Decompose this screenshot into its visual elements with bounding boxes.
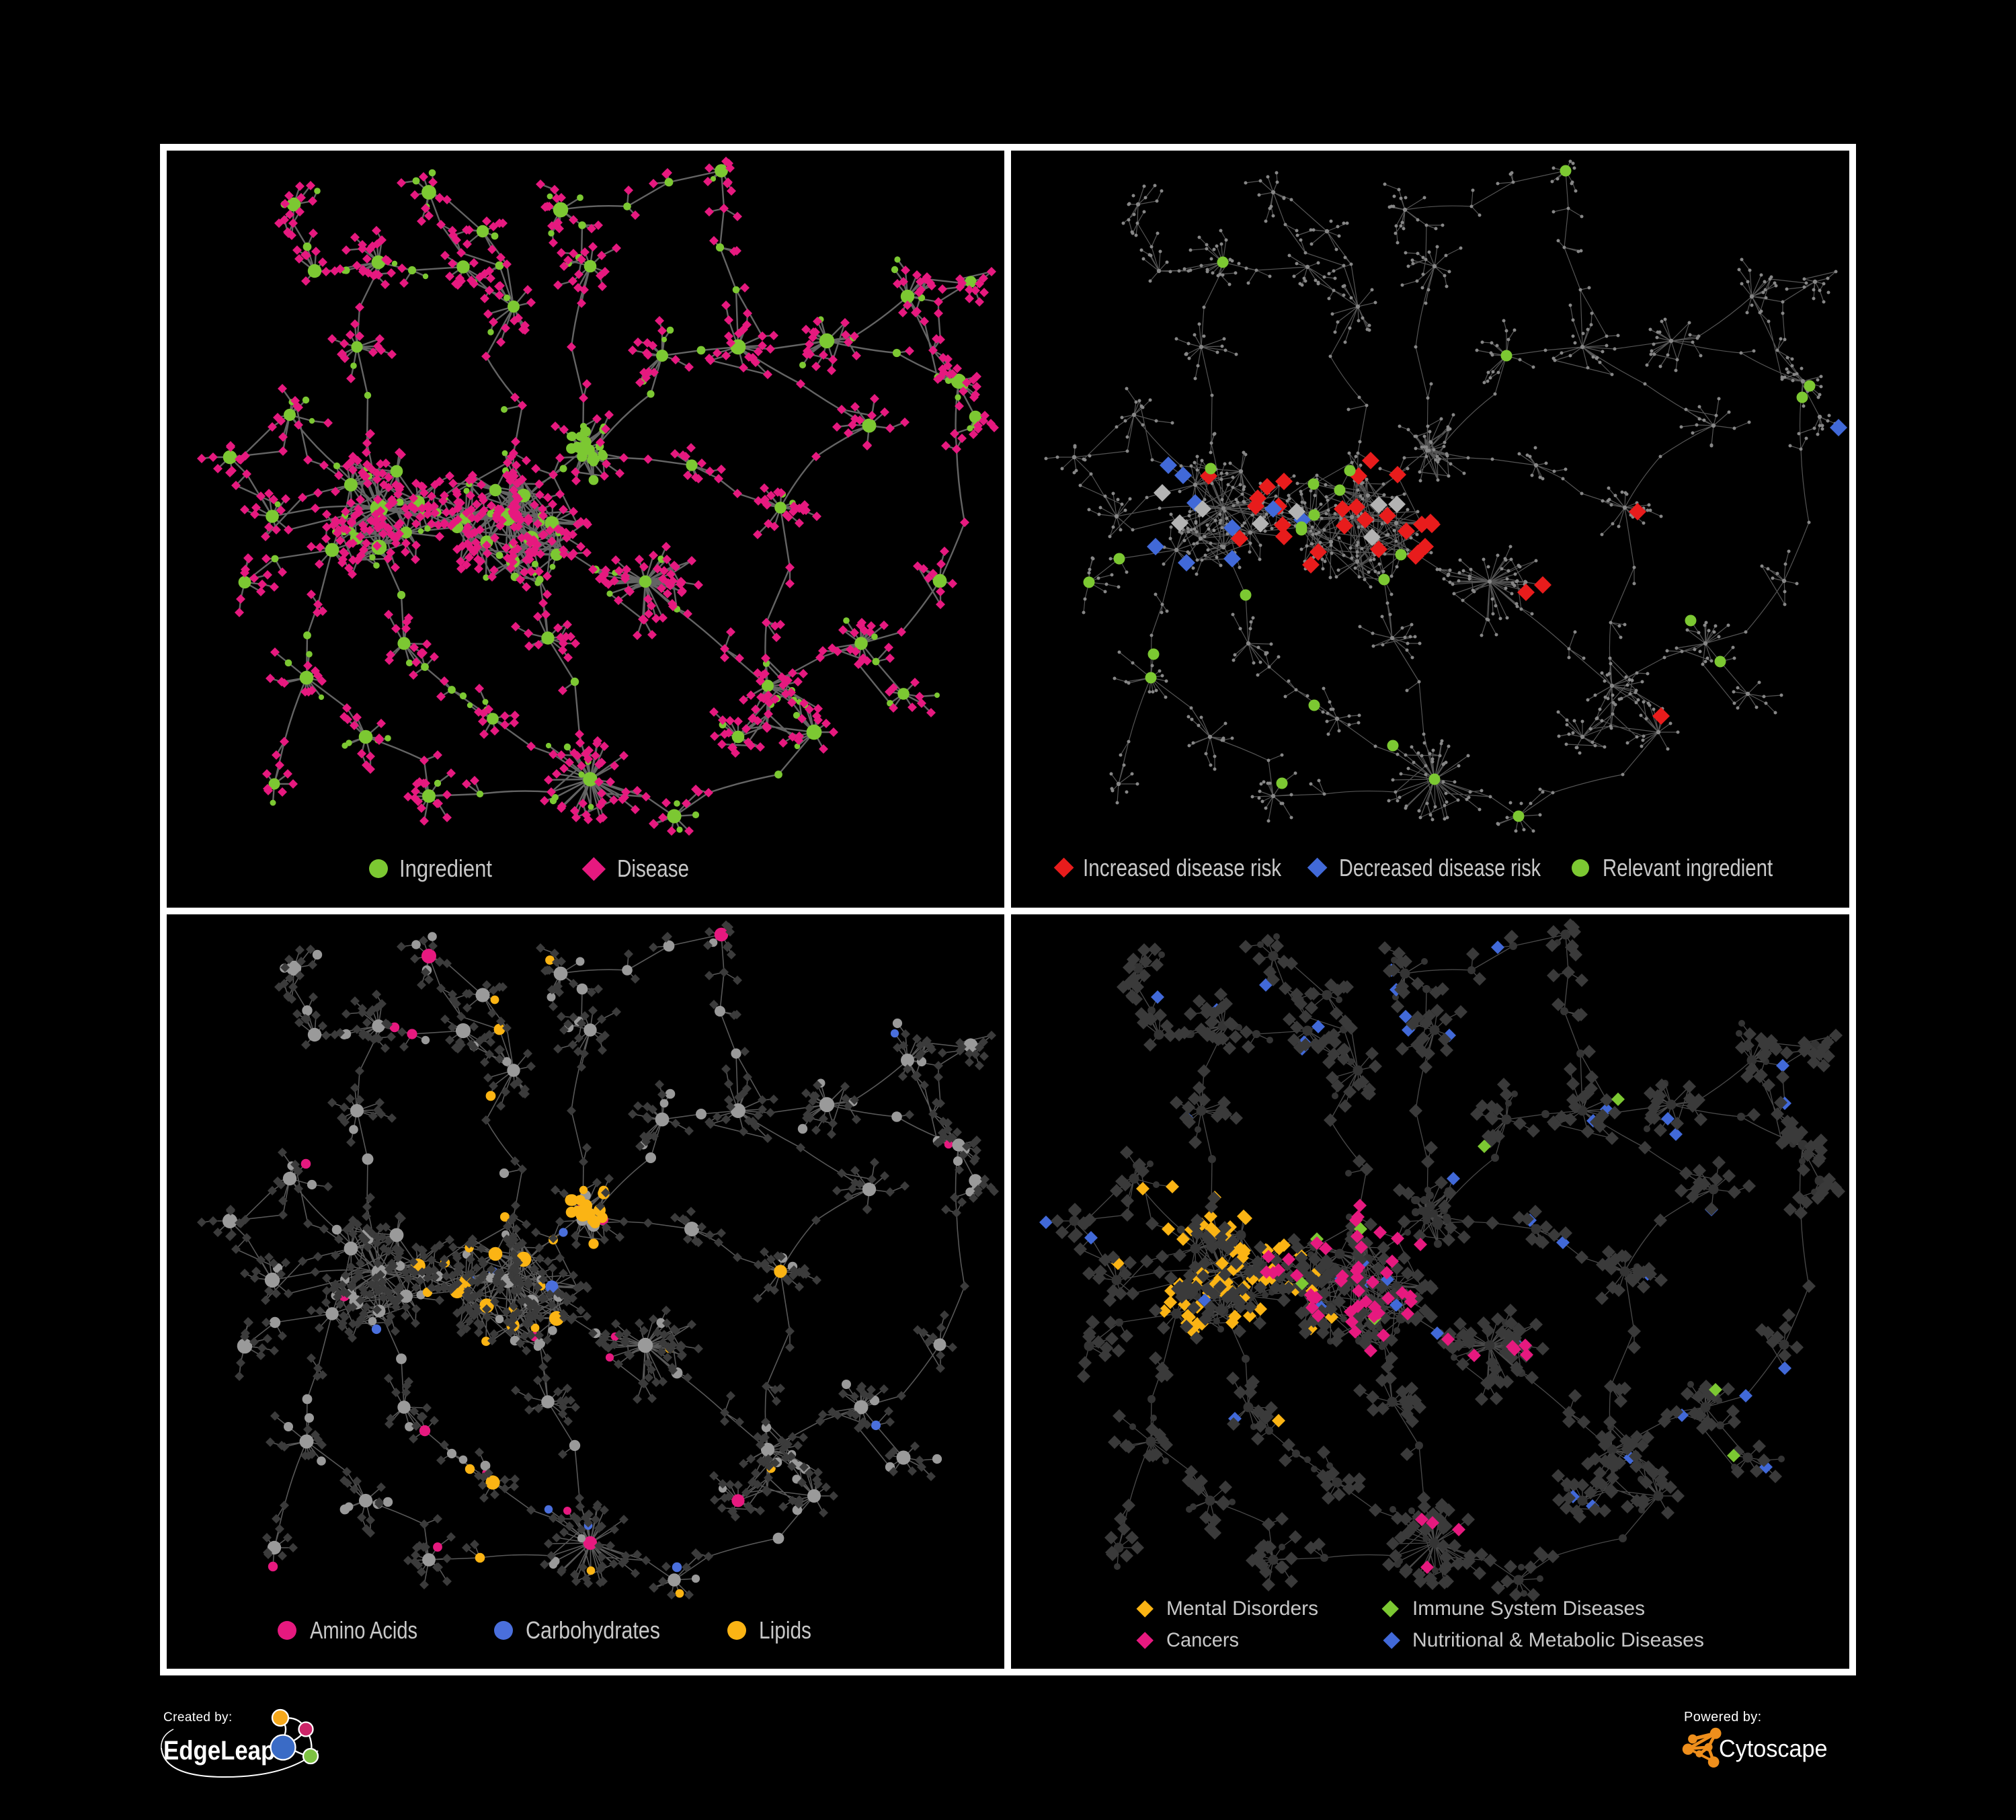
svg-text:Cytoscape: Cytoscape (1719, 1735, 1828, 1762)
svg-text:EdgeLeap: EdgeLeap (163, 1735, 275, 1766)
